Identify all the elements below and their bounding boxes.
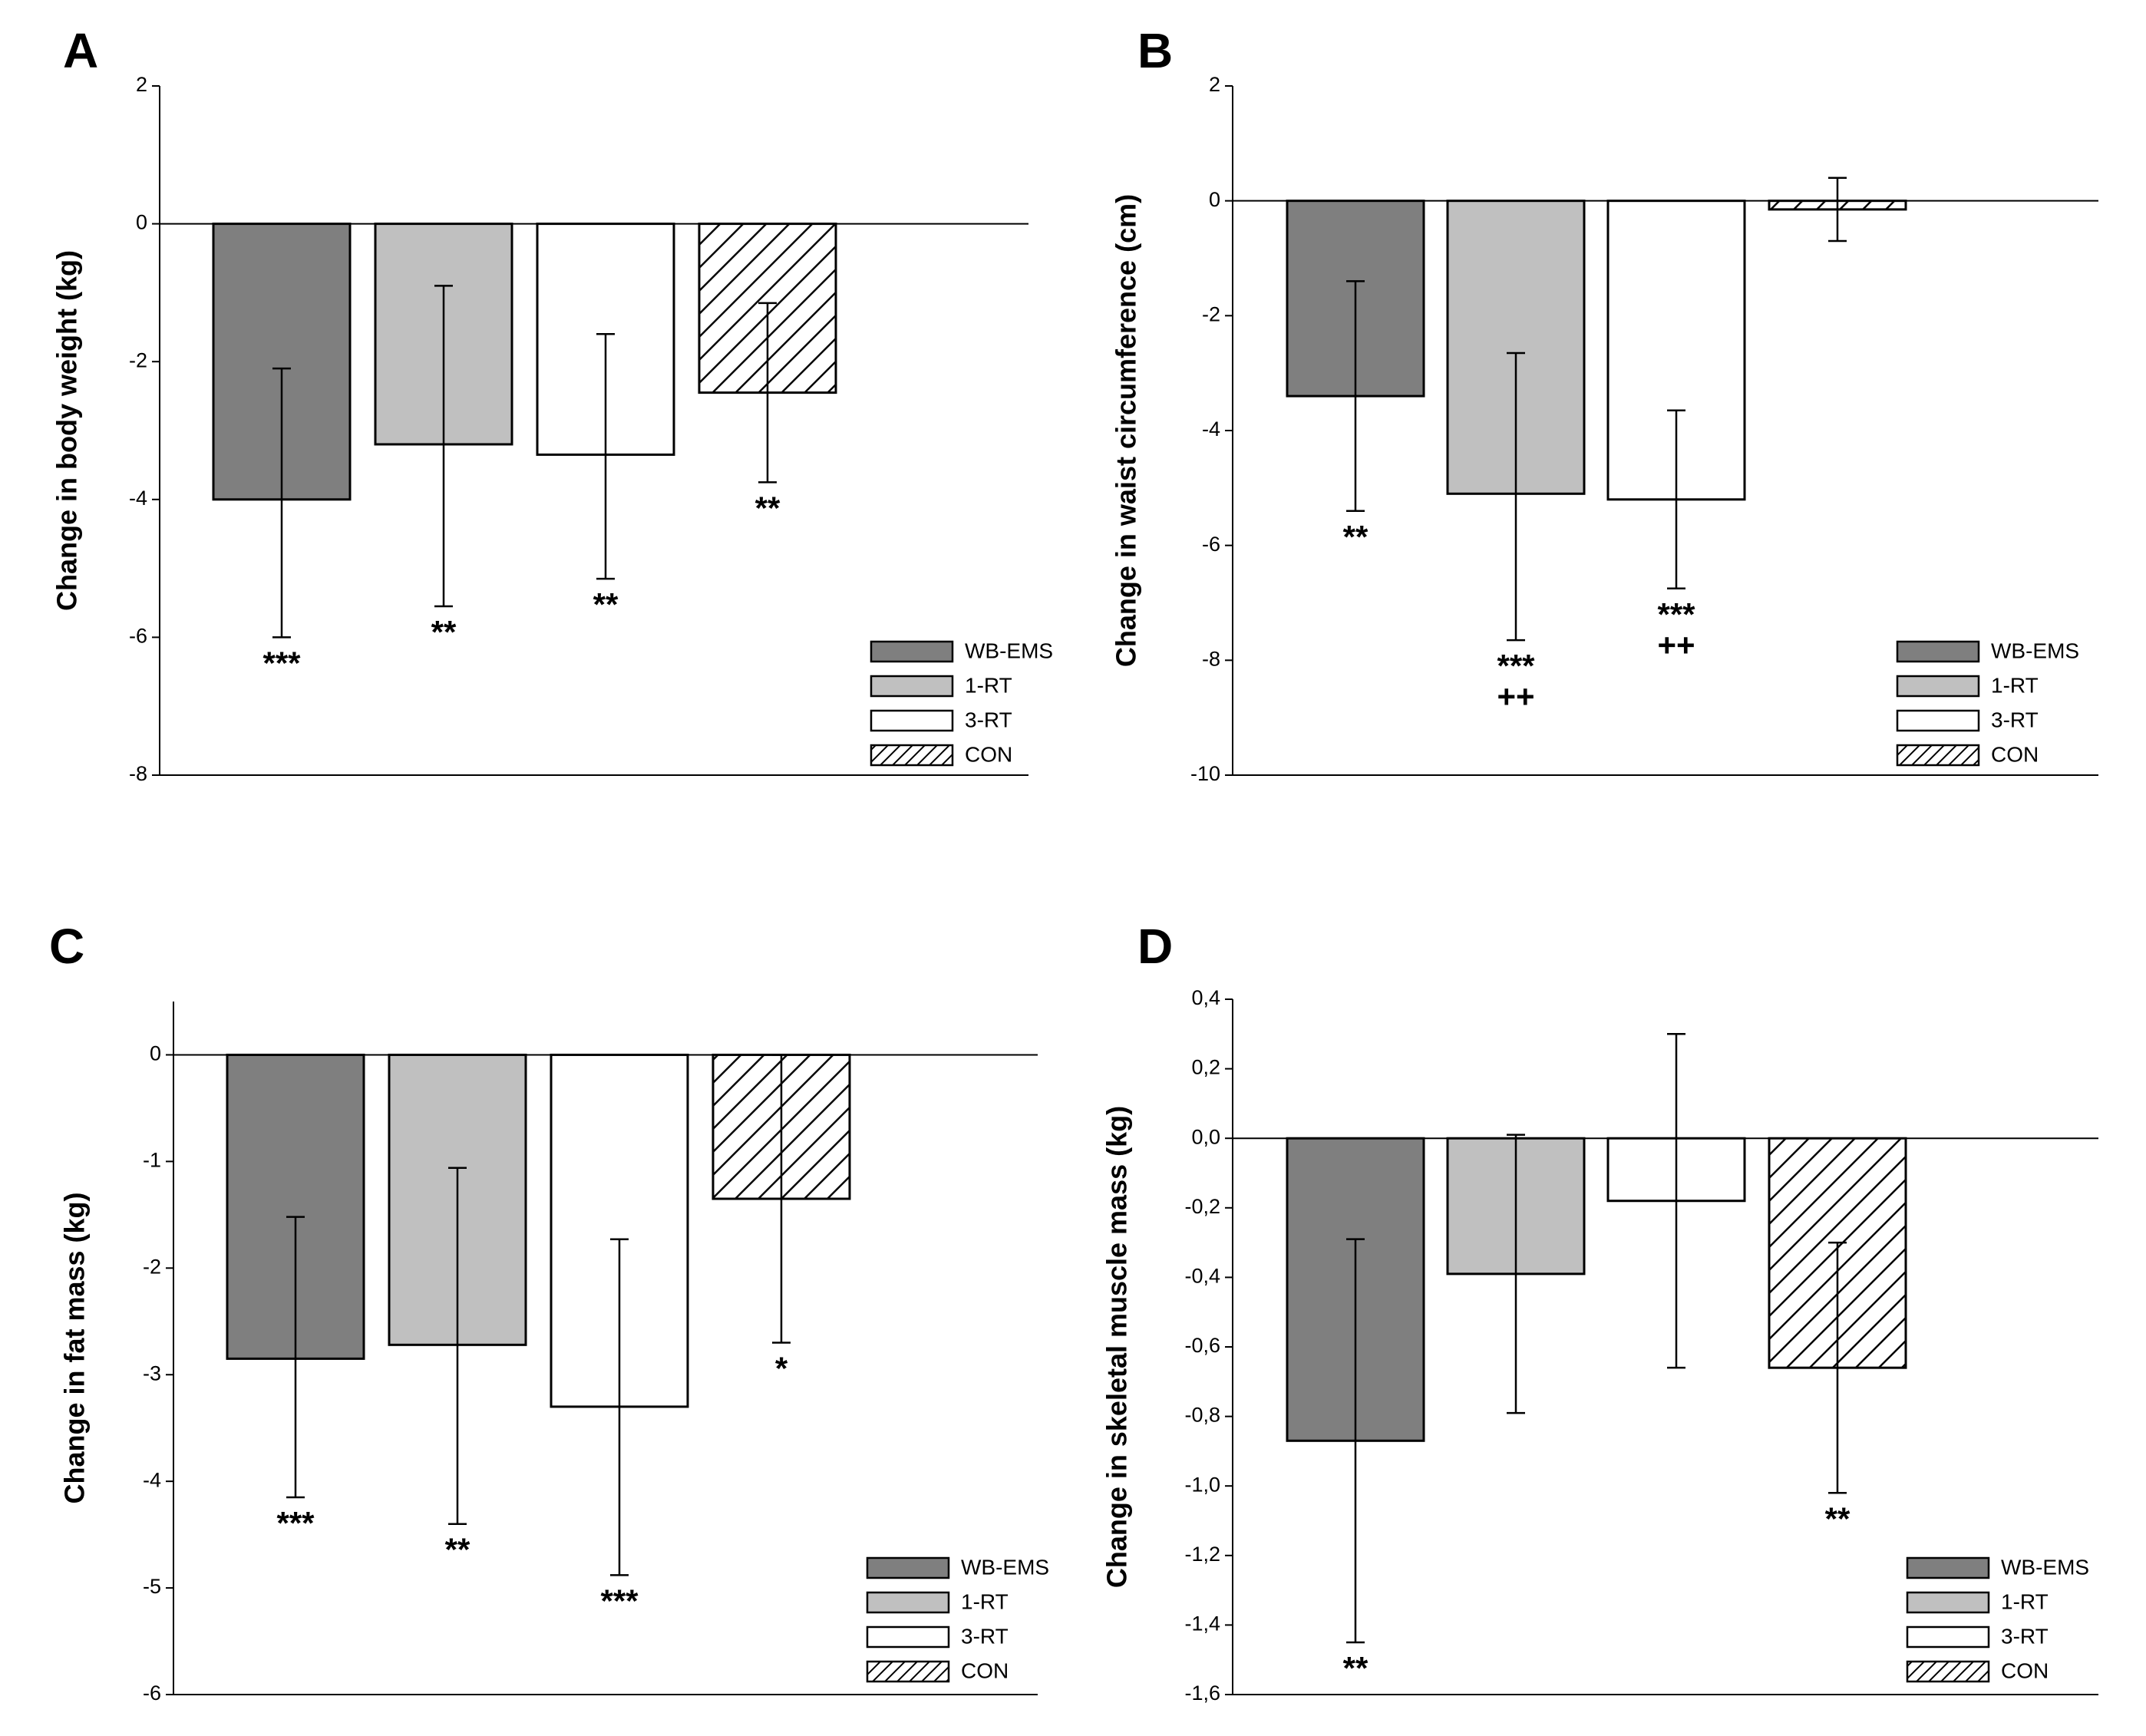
legend-label: 1-RT [965,673,1012,697]
y-axis-label: Change in fat mass (kg) [59,1192,91,1503]
legend-swatch-1-rt [870,675,954,698]
y-tick-label: -10 [1190,762,1220,785]
legend-swatch-con [1906,1660,1990,1683]
significance-marker: *** [1657,596,1695,632]
y-tick-label: -8 [129,762,147,785]
y-tick-label: 0 [150,1042,161,1065]
legend: WB-EMS 1-RT 3-RT CON [866,1555,1049,1683]
significance-marker: ** [1343,1650,1368,1686]
legend-label: 1-RT [1991,673,2039,697]
legend-label: 1-RT [961,1589,1009,1613]
y-tick-label: -1,2 [1184,1543,1220,1566]
legend-label: WB-EMS [1991,639,2079,662]
panel-b: B Change in waist circumference (cm) 2 0 -2 -… [1111,23,2098,785]
legend-swatch-wb-ems [1906,1556,1990,1579]
legend-swatch-con [866,1660,950,1683]
y-tick-label: -0,2 [1184,1195,1220,1218]
y-axis-label: Change in waist circumference (cm) [1111,194,1142,667]
panel-letter: B [1137,23,1173,78]
significance-marker: ** [1343,519,1368,555]
y-tick-label: -2 [129,348,147,371]
legend-swatch-1-rt [1906,1591,1990,1614]
significance-marker: ** [445,1532,470,1568]
legend-label: CON [965,742,1012,766]
legend-label: CON [961,1658,1009,1682]
significance-marker: ** [1825,1500,1851,1536]
legend-swatch-1-rt [866,1591,950,1614]
y-tick-label: -6 [1202,533,1220,556]
y-tick-label: -2 [1202,302,1220,325]
legend-swatch-con [870,744,954,767]
y-tick-label: -4 [143,1468,161,1491]
significance-marker: ** [431,614,457,650]
significance-marker: ** [593,586,619,622]
y-tick-label: -0,8 [1184,1404,1220,1427]
legend-swatch-con [1896,744,1980,767]
legend-label: 3-RT [2001,1624,2049,1648]
y-tick-label: -4 [1202,417,1220,441]
y-tick-label: 2 [1209,73,1220,96]
legend-swatch-3-rt [1896,709,1980,732]
legend-swatch-wb-ems [870,640,954,663]
y-tick-label: -1,0 [1184,1473,1220,1496]
legend-swatch-wb-ems [866,1556,950,1579]
y-tick-label: 0,4 [1191,986,1220,1009]
significance-marker-2: ++ [1657,627,1695,663]
y-tick-label: -6 [129,625,147,648]
legend-label: CON [1991,742,2039,766]
y-tick-label: 0 [136,211,147,234]
legend-label: 3-RT [961,1624,1009,1648]
panel-letter: C [49,919,84,974]
legend-label: WB-EMS [961,1555,1049,1579]
y-tick-label: -3 [143,1361,161,1385]
y-tick-label: -1,4 [1184,1612,1220,1635]
legend-swatch-3-rt [1906,1625,1990,1649]
y-axis-label: Change in skeletal muscle mass (kg) [1101,1106,1133,1588]
legend: WB-EMS 1-RT 3-RT CON [1906,1555,2089,1683]
legend-swatch-3-rt [866,1625,950,1649]
legend-swatch-wb-ems [1896,640,1980,663]
panel-letter: D [1137,919,1173,974]
y-tick-label: 0 [1209,188,1220,211]
legend-swatch-3-rt [870,709,954,732]
y-tick-label: -6 [143,1682,161,1705]
legend: WB-EMS 1-RT 3-RT CON [1896,639,2079,767]
y-tick-label: -0,6 [1184,1334,1220,1357]
panel-letter: A [63,23,98,78]
legend-label: 3-RT [1991,708,2039,731]
legend-swatch-1-rt [1896,675,1980,698]
significance-marker: * [775,1351,788,1387]
legend-label: 1-RT [2001,1589,2049,1613]
y-tick-label: -4 [129,487,147,510]
significance-marker: *** [1497,648,1535,684]
y-tick-label: -2 [143,1255,161,1278]
significance-marker: ** [755,490,781,526]
legend-label: WB-EMS [965,639,1053,662]
significance-marker: *** [276,1505,315,1541]
legend-label: WB-EMS [2001,1555,2089,1579]
significance-marker: *** [600,1583,639,1619]
legend-label: 3-RT [965,708,1012,731]
significance-marker: *** [262,645,301,681]
y-tick-label: -1,6 [1184,1682,1220,1705]
y-tick-label: 0,2 [1191,1056,1220,1079]
y-tick-label: 0,0 [1191,1125,1220,1148]
y-tick-label: -0,4 [1184,1265,1220,1288]
legend-label: CON [2001,1658,2049,1682]
panel-d: D Change in skeletal muscle mass (kg) 0,4 0… [1101,919,2098,1705]
y-tick-label: 2 [136,73,147,96]
y-tick-label: -1 [143,1149,161,1172]
y-tick-label: -5 [143,1575,161,1598]
significance-marker-2: ++ [1497,678,1534,715]
y-tick-label: -8 [1202,647,1220,670]
legend: WB-EMS 1-RT 3-RT CON [870,639,1053,767]
y-axis-label: Change in body weight (kg) [51,250,83,611]
